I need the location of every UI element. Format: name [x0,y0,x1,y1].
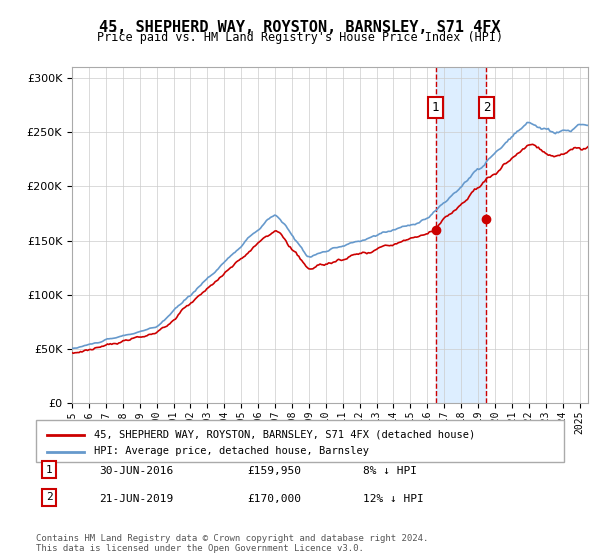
Text: 1: 1 [46,465,53,475]
Text: 21-JUN-2019: 21-JUN-2019 [100,493,173,503]
Text: HPI: Average price, detached house, Barnsley: HPI: Average price, detached house, Barn… [94,446,369,456]
Text: Price paid vs. HM Land Registry's House Price Index (HPI): Price paid vs. HM Land Registry's House … [97,31,503,44]
Text: 12% ↓ HPI: 12% ↓ HPI [364,493,424,503]
Text: £170,000: £170,000 [247,493,301,503]
Text: £159,950: £159,950 [247,466,301,476]
FancyBboxPatch shape [36,420,564,462]
Text: 45, SHEPHERD WAY, ROYSTON, BARNSLEY, S71 4FX: 45, SHEPHERD WAY, ROYSTON, BARNSLEY, S71… [99,20,501,35]
Text: 8% ↓ HPI: 8% ↓ HPI [364,466,418,476]
Text: 2: 2 [483,101,490,114]
Text: Contains HM Land Registry data © Crown copyright and database right 2024.
This d: Contains HM Land Registry data © Crown c… [36,534,428,553]
Text: 30-JUN-2016: 30-JUN-2016 [100,466,173,476]
Bar [436,67,487,403]
Text: 1: 1 [432,101,439,114]
Text: 2: 2 [46,492,53,502]
Text: 45, SHEPHERD WAY, ROYSTON, BARNSLEY, S71 4FX (detached house): 45, SHEPHERD WAY, ROYSTON, BARNSLEY, S71… [94,430,475,440]
